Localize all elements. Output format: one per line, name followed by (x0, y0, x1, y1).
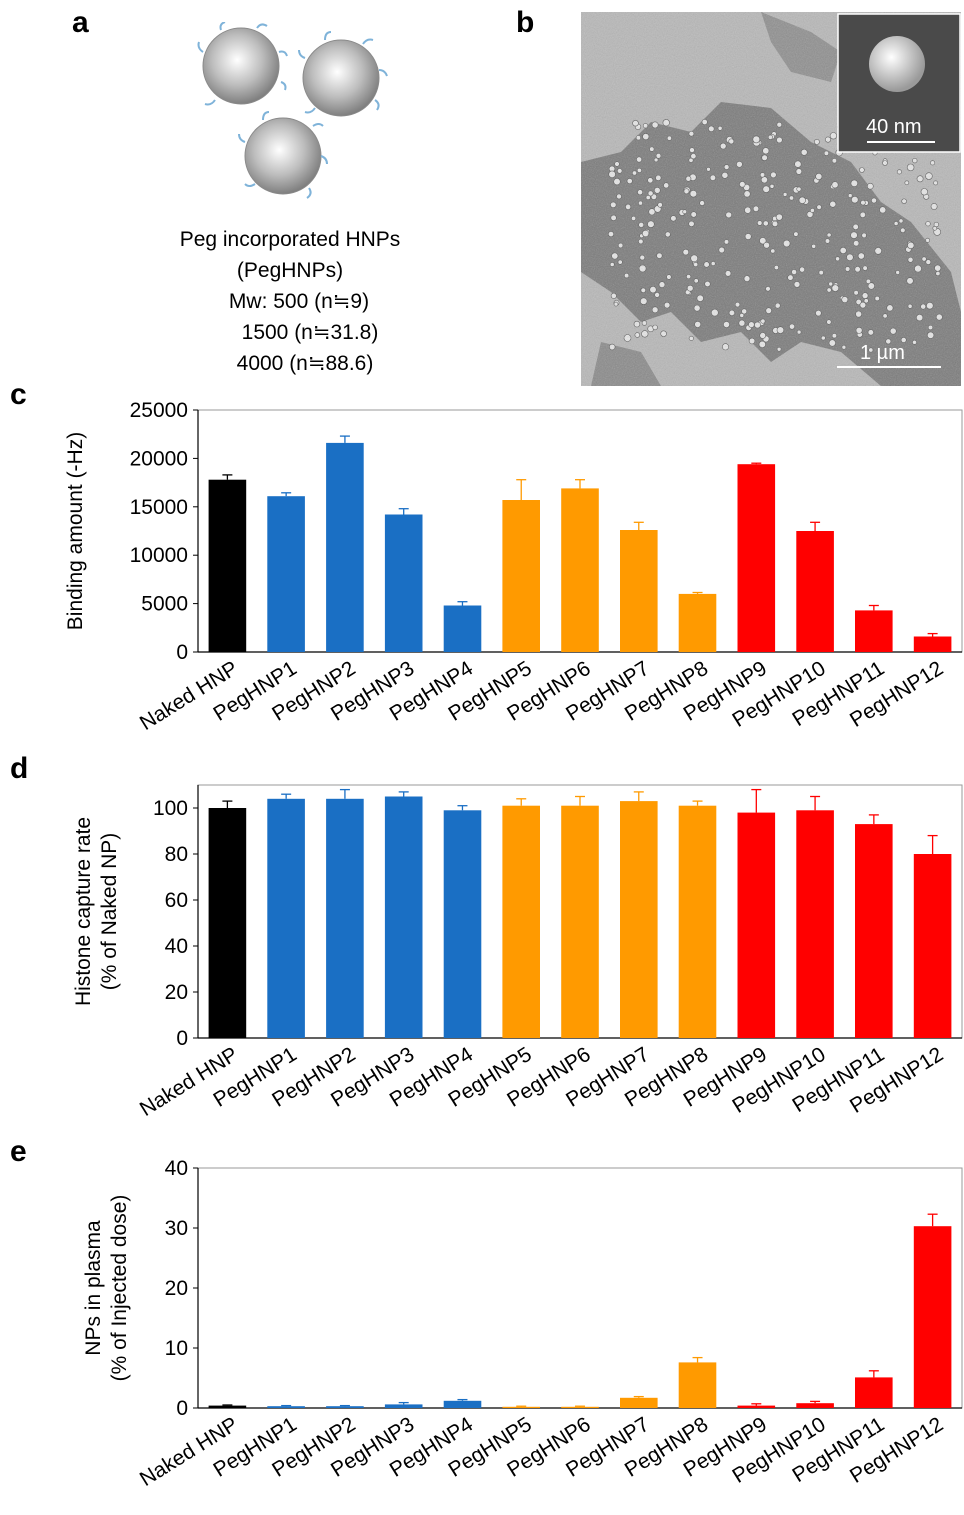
y-tick-label: 60 (165, 889, 188, 912)
y-tick-label: 10 (165, 1337, 188, 1360)
bar-peghnp7 (620, 1397, 658, 1408)
y-tick-label: 30 (165, 1217, 188, 1240)
bar-peghnp8 (678, 593, 717, 652)
y-axis-label-line: Histone capture rate (72, 817, 95, 1006)
bar-peghnp12 (913, 854, 952, 1038)
sem-micrograph (581, 12, 961, 386)
bar-peghnp11 (855, 824, 893, 1038)
y-tick-label: 20000 (130, 447, 188, 470)
bar-peghnp12 (913, 636, 952, 652)
nanoparticle-sphere-3 (238, 111, 328, 199)
bar-peghnp10 (796, 531, 834, 652)
bar-peghnp8 (678, 805, 717, 1038)
bar-peghnp7 (620, 530, 658, 652)
bar-peghnp9 (737, 812, 776, 1038)
bar-peghnp2 (326, 1406, 364, 1408)
nanoparticle-illustration (197, 22, 388, 199)
panel-label-c: c (10, 378, 27, 411)
bar-peghnp1 (267, 496, 305, 652)
bar-peghnp6 (561, 805, 599, 1038)
bar-peghnp10 (796, 810, 834, 1038)
bar-peghnp5 (502, 500, 540, 652)
y-tick-label: 80 (165, 843, 188, 866)
y-tick-label: 10000 (130, 544, 188, 567)
bar-peghnp4 (443, 810, 482, 1038)
bar-naked-hnp (208, 1405, 247, 1408)
bar-peghnp12 (913, 1226, 952, 1408)
histone-capture-chart: 0 20 40 60 80 100 Histone capture rate (% of Na… (72, 784, 963, 1121)
y-tick-label: 100 (153, 797, 188, 820)
y-tick-label: 25000 (130, 399, 188, 422)
bar-peghnp7 (620, 801, 658, 1038)
plasma-np-chart: 0 10 20 30 40 NPs in plasma (% of Injected dos… (82, 1157, 963, 1491)
bar-peghnp8 (678, 1362, 717, 1408)
bar-peghnp1 (267, 1406, 305, 1408)
bar-peghnp5 (502, 1406, 540, 1408)
inset-scale-label: 40 nm (866, 116, 922, 138)
y-axis-label-line: (% of Naked NP) (98, 833, 121, 991)
binding-amount-chart: 0 5000 10000 15000 20000 25000 Binding amount … (64, 399, 963, 735)
y-tick-label: 5000 (141, 593, 188, 616)
bar-peghnp3 (384, 514, 423, 652)
bar-peghnp2 (326, 798, 364, 1038)
bar-peghnp4 (443, 1400, 482, 1408)
panel-label-e: e (10, 1135, 27, 1168)
bar-peghnp1 (267, 798, 305, 1038)
y-tick-label: 0 (176, 1027, 188, 1050)
description-line-5: 4000 (n≒88.6) (236, 352, 374, 375)
bar-peghnp9 (737, 464, 776, 652)
sem-inset (837, 13, 961, 153)
y-tick-label: 40 (165, 935, 188, 958)
y-tick-label: 15000 (130, 496, 188, 519)
y-axis-label-line: NPs in plasma (82, 1220, 105, 1356)
plot-frame (197, 1167, 963, 1409)
panel-label-d: d (10, 752, 29, 785)
description-line-2: (PegHNPs) (236, 259, 344, 282)
y-tick-label: 0 (176, 641, 188, 664)
y-tick-label: 0 (176, 1397, 188, 1420)
bar-peghnp11 (855, 1377, 893, 1408)
main-scale-label: 1 µm (860, 342, 905, 364)
bar-peghnp10 (796, 1403, 834, 1408)
y-axis-label: Binding amount (-Hz) (64, 432, 87, 630)
y-tick-label: 20 (165, 981, 188, 1004)
y-tick-label: 20 (165, 1277, 188, 1300)
description-line-3: Mw: 500 (n≒9) (228, 290, 370, 313)
nanoparticle-sphere-2 (298, 31, 388, 117)
peghnp-description: Peg incorporated HNPs (PegHNPs) Mw: 500 … (130, 224, 450, 379)
bar-peghnp6 (561, 1406, 599, 1408)
bar-peghnp4 (443, 605, 482, 652)
y-tick-label: 40 (165, 1157, 188, 1180)
bar-peghnp3 (384, 796, 423, 1038)
bar-peghnp11 (855, 610, 893, 652)
panel-label-a: a (72, 6, 89, 39)
bar-peghnp5 (502, 805, 540, 1038)
nanoparticle-sphere-1 (197, 22, 288, 106)
y-axis-label-line: (% of Injected dose) (108, 1195, 131, 1382)
description-line-1: Peg incorporated HNPs (179, 228, 401, 251)
bar-peghnp9 (737, 1405, 776, 1408)
bar-naked-hnp (208, 808, 247, 1038)
bar-peghnp2 (326, 442, 364, 652)
bar-peghnp3 (384, 1404, 423, 1408)
bar-naked-hnp (208, 479, 247, 652)
description-line-4: 1500 (n≒31.8) (241, 321, 379, 344)
bar-peghnp6 (561, 488, 599, 652)
panel-label-b: b (516, 6, 535, 39)
